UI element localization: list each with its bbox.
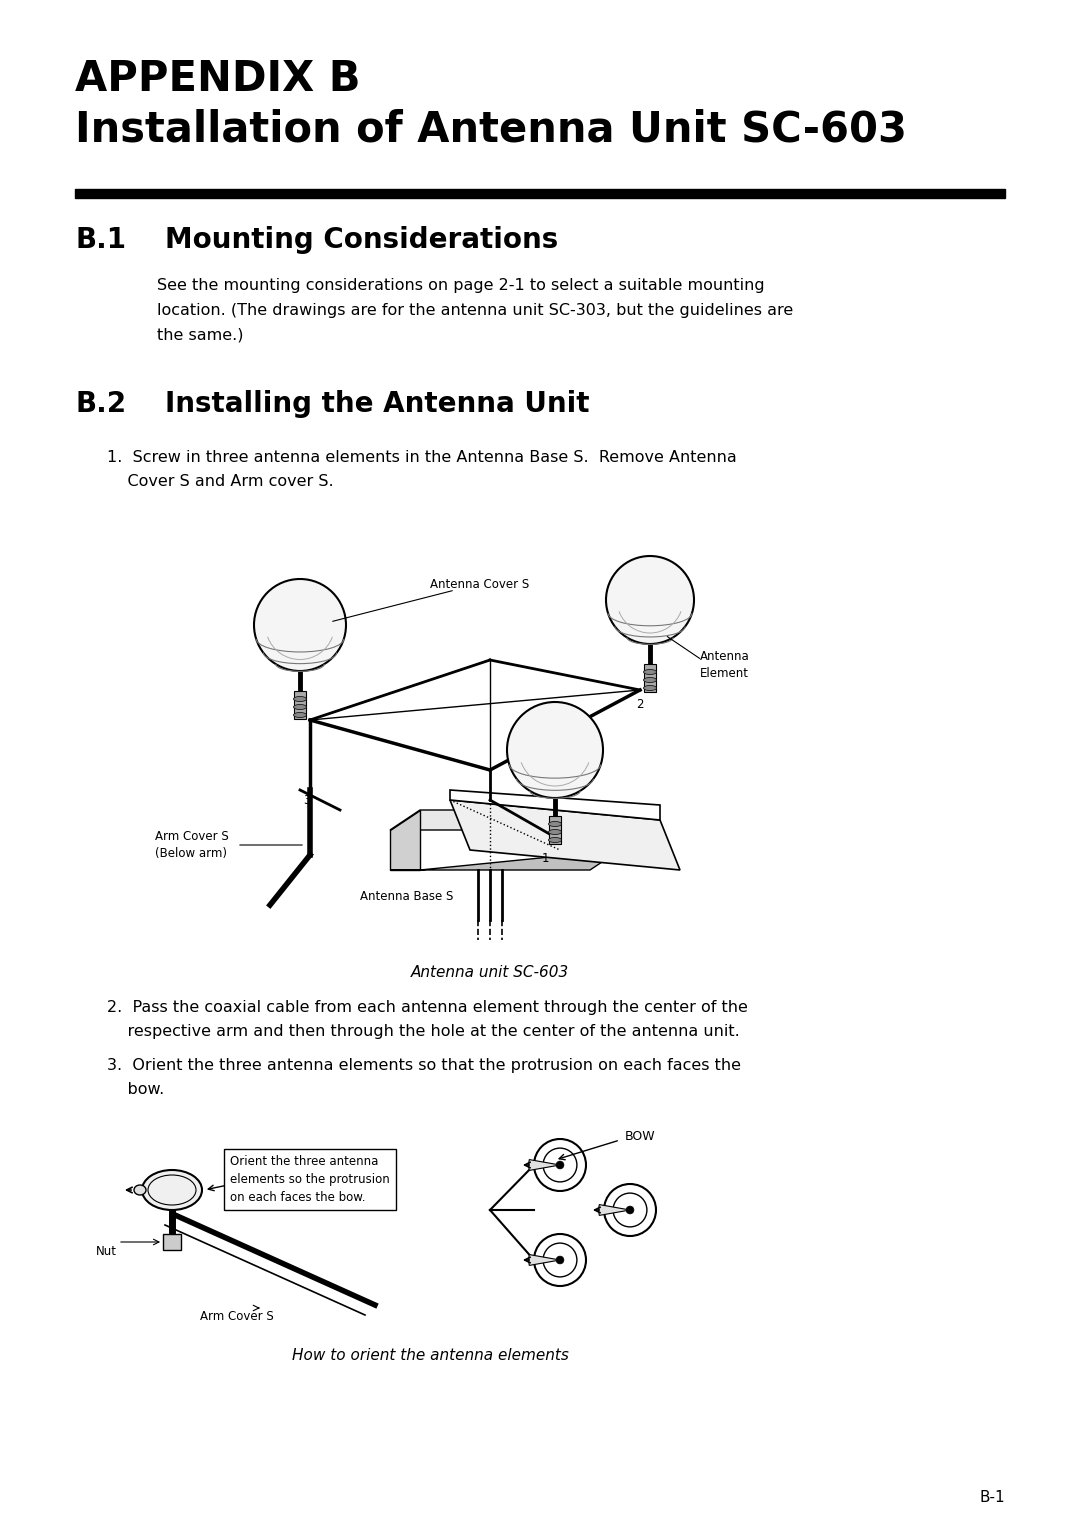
- Ellipse shape: [549, 837, 562, 842]
- Ellipse shape: [141, 1170, 202, 1210]
- Bar: [294, 691, 306, 720]
- Circle shape: [254, 579, 346, 671]
- Polygon shape: [450, 790, 660, 821]
- Ellipse shape: [294, 704, 307, 709]
- Text: 1.  Screw in three antenna elements in the Antenna Base S.  Remove Antenna: 1. Screw in three antenna elements in th…: [107, 451, 737, 465]
- Ellipse shape: [134, 1186, 146, 1195]
- Circle shape: [626, 1206, 634, 1213]
- Bar: [549, 816, 561, 843]
- Text: 3.  Orient the three antenna elements so that the protrusion on each faces the: 3. Orient the three antenna elements so …: [107, 1057, 741, 1073]
- Text: B.1: B.1: [75, 226, 126, 254]
- Circle shape: [556, 1161, 564, 1169]
- Text: BOW: BOW: [625, 1131, 656, 1143]
- Ellipse shape: [644, 669, 657, 674]
- Text: B-1: B-1: [980, 1490, 1005, 1505]
- Text: Installing the Antenna Unit: Installing the Antenna Unit: [165, 390, 590, 419]
- Bar: [163, 1235, 181, 1250]
- Ellipse shape: [549, 822, 562, 827]
- Text: location. (The drawings are for the antenna unit SC-303, but the guidelines are: location. (The drawings are for the ante…: [157, 303, 793, 318]
- Text: Nut: Nut: [96, 1245, 117, 1258]
- Ellipse shape: [644, 686, 657, 691]
- Ellipse shape: [294, 712, 307, 718]
- Text: Antenna unit SC-603: Antenna unit SC-603: [410, 966, 569, 979]
- Polygon shape: [390, 810, 420, 869]
- Text: How to orient the antenna elements: How to orient the antenna elements: [292, 1348, 568, 1363]
- Bar: [644, 665, 656, 692]
- Text: Cover S and Arm cover S.: Cover S and Arm cover S.: [107, 474, 334, 489]
- Text: 1: 1: [541, 851, 549, 865]
- Text: Orient the three antenna
elements so the protrusion
on each faces the bow.: Orient the three antenna elements so the…: [230, 1155, 390, 1204]
- Text: 3: 3: [303, 793, 311, 807]
- Text: Mounting Considerations: Mounting Considerations: [165, 226, 558, 254]
- Text: the same.): the same.): [157, 329, 243, 342]
- Text: See the mounting considerations on page 2-1 to select a suitable mounting: See the mounting considerations on page …: [157, 278, 765, 293]
- Polygon shape: [390, 850, 620, 869]
- Ellipse shape: [549, 830, 562, 834]
- Text: B.2: B.2: [75, 390, 126, 419]
- Text: Antenna
Element: Antenna Element: [700, 649, 750, 680]
- Bar: [75, 189, 1005, 199]
- Text: APPENDIX B: APPENDIX B: [75, 58, 361, 99]
- Polygon shape: [390, 810, 620, 830]
- Text: Installation of Antenna Unit SC-603: Installation of Antenna Unit SC-603: [75, 108, 907, 150]
- Text: bow.: bow.: [107, 1082, 164, 1097]
- Text: 2: 2: [636, 698, 644, 712]
- Circle shape: [556, 1256, 564, 1264]
- Text: respective arm and then through the hole at the center of the antenna unit.: respective arm and then through the hole…: [107, 1024, 740, 1039]
- Wedge shape: [529, 1160, 561, 1170]
- Wedge shape: [529, 1254, 561, 1265]
- Text: Antenna Base S: Antenna Base S: [360, 889, 454, 903]
- Polygon shape: [450, 801, 680, 869]
- Text: Arm Cover S
(Below arm): Arm Cover S (Below arm): [156, 830, 229, 860]
- Circle shape: [606, 556, 694, 643]
- Wedge shape: [598, 1204, 630, 1215]
- Circle shape: [507, 701, 603, 798]
- Text: Arm Cover S: Arm Cover S: [200, 1309, 273, 1323]
- Ellipse shape: [644, 677, 657, 683]
- Text: 2.  Pass the coaxial cable from each antenna element through the center of the: 2. Pass the coaxial cable from each ante…: [107, 999, 747, 1015]
- Ellipse shape: [294, 697, 307, 701]
- Text: Antenna Cover S: Antenna Cover S: [430, 578, 529, 591]
